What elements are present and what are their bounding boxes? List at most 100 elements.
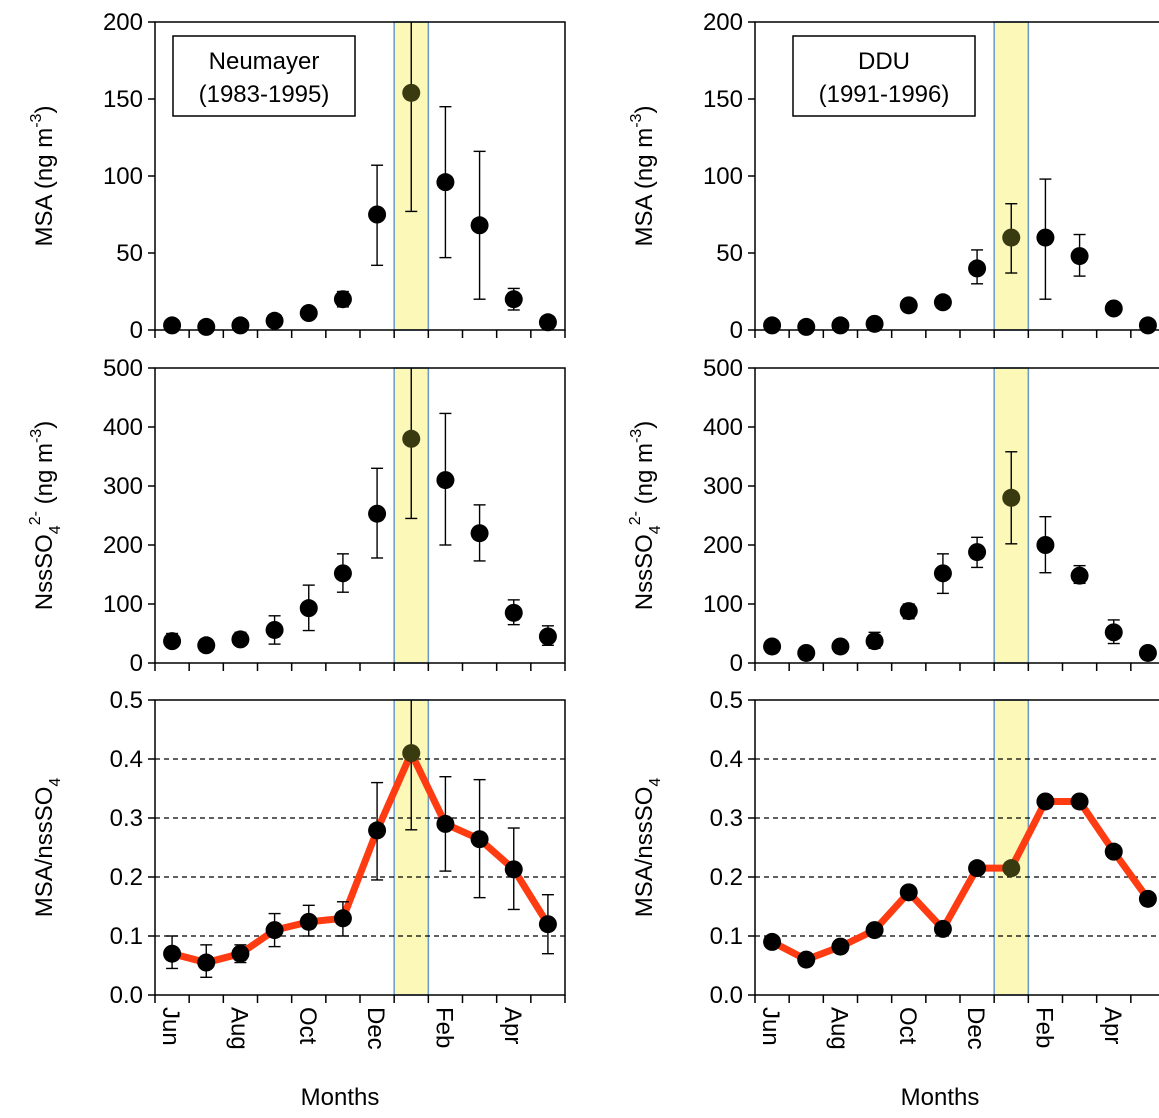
data-point [538,313,557,332]
data-point [1138,316,1157,335]
y-tick-label: 0.3 [710,805,743,832]
neumayer-msa-panel: 0 50 100 150 200 MSA (ng m-3) Neumayer (1983-19… [28,9,566,344]
y-tick-label: 0.0 [110,982,143,1009]
series-line [168,749,552,967]
data-point [968,859,987,878]
x-tick-label: Feb [430,1007,457,1048]
data-point [265,311,284,330]
x-tick-label: Feb [1030,1007,1057,1048]
data-point [333,564,352,583]
data-point [231,944,250,963]
plot-frame [754,367,1159,664]
x-tick-label: Oct [294,1007,321,1045]
y-tick-label: 0 [730,650,743,677]
data-point [163,632,182,651]
data-point [231,630,250,649]
data-point [333,909,352,928]
data-point [1036,228,1055,247]
data-point [1002,488,1021,507]
y-tick-label: 0.1 [110,923,143,950]
y-tick-label: 0.3 [110,805,143,832]
y-tick-label: 0.5 [710,687,743,714]
data-point [1002,859,1021,878]
data-point [865,632,884,651]
ddu-msa-panel: 0 50 100 150 200 MSA (ng m-3) DDU (1991-1996) [628,9,1159,344]
y-tick-label: 100 [103,163,143,190]
data-point [538,915,557,934]
y-axis-title-part: 4 [47,778,64,787]
station-name: DDU [858,48,910,75]
y-axis-title-part: NssSO [631,534,658,610]
data-point [265,921,284,940]
station-name: Neumayer [209,48,320,75]
data-point [1070,566,1089,585]
y-tick-label: 0.4 [110,746,143,773]
data-point [831,937,850,956]
y-tick-label: 0 [730,317,743,344]
y-tick-label: 0 [130,317,143,344]
x-tick-label: Jun [757,1007,784,1046]
y-axis-title-part: ) [31,421,58,429]
y-tick-label: 100 [703,163,743,190]
y-tick-label: 100 [103,591,143,618]
data-point [197,953,216,972]
data-point [368,205,387,224]
data-point [402,83,421,102]
x-axis-title: Months [301,1084,380,1111]
data-point [763,637,782,656]
data-point [1104,299,1123,318]
data-point [231,316,250,335]
data-point [299,912,318,931]
y-axis-title-part: -3 [628,113,645,127]
y-tick-label: 0.0 [710,982,743,1009]
data-point [368,821,387,840]
data-point [831,637,850,656]
data-point [1036,536,1055,554]
data-point [933,919,952,938]
y-axis-title-part: -3 [28,429,45,443]
plot-frame [154,367,566,664]
highlight-band [993,21,1030,331]
y-tick-label: 300 [703,473,743,500]
station-period: (1983-1995) [199,81,330,108]
data-point [299,599,318,618]
data-point [504,290,523,309]
y-tick-label: 200 [703,532,743,559]
data-point [1036,792,1055,811]
data-point [797,643,816,662]
y-tick-label: 0.2 [110,864,143,891]
y-axis-title-part: -3 [628,429,645,443]
data-point [933,293,952,312]
y-axis-title-part: 2- [627,511,644,525]
y-tick-label: 200 [103,532,143,559]
data-point [899,296,918,315]
ddu-ratio-panel: 0.0 0.1 0.2 0.3 0.4 0.5 MSA/nssSO4 Jun Aug Oct Dec… [631,687,1159,1111]
plot-frame [154,699,566,996]
y-tick-label: 0.2 [710,864,743,891]
y-tick-label: 200 [703,9,743,36]
data-point [436,173,455,192]
data-point [197,636,216,655]
data-point [1070,792,1089,811]
y-axis-title-part: 4 [647,778,664,787]
data-point [1104,842,1123,861]
station-period: (1991-1996) [819,81,950,108]
y-axis-title-part: ) [631,106,658,114]
y-axis-title-part: ) [631,421,658,429]
data-point [436,814,455,833]
y-axis-title-part: (ng m [31,443,58,511]
data-point [831,316,850,335]
data-point [299,304,318,323]
y-tick-label: 0.1 [710,923,743,950]
y-tick-label: 0 [130,650,143,677]
data-point [470,524,489,543]
data-point [1138,889,1157,908]
ddu-nss-sulfate-panel: 0 100 200 300 400 500 NssSO42- (ng m-3) [627,355,1159,677]
y-axis-title: MSA (ng m-3) [628,106,658,247]
data-point [538,627,557,646]
y-axis-title-part: NssSO [31,534,58,610]
y-tick-label: 300 [103,473,143,500]
